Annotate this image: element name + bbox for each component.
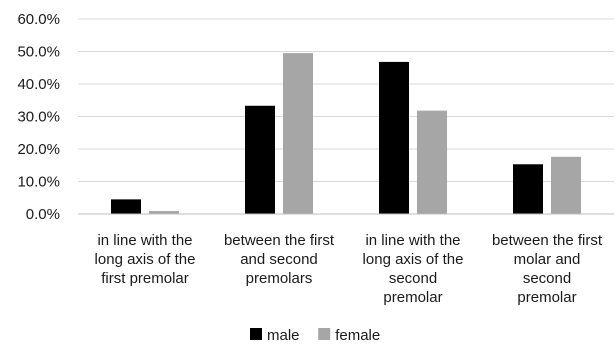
x-category-label: between the first and second premolars (224, 232, 335, 287)
x-axis-category-labels: in line with the long axis of the first pr… (95, 232, 603, 306)
y-tick-label: 0.0% (26, 206, 60, 223)
bar-male (379, 61, 409, 215)
legend: male female (250, 327, 380, 344)
x-category-label: in line with the long axis of the first pr… (95, 232, 196, 287)
y-tick-label: 50.0% (17, 44, 60, 61)
y-tick-label: 30.0% (17, 109, 60, 126)
bar-male (111, 199, 141, 214)
bar-female (149, 211, 179, 214)
y-tick-label: 60.0% (17, 11, 60, 28)
bar-female (417, 110, 447, 214)
legend-label-male: male (267, 327, 300, 344)
legend-swatch-male (250, 328, 262, 340)
gridlines (78, 18, 614, 182)
bars (111, 53, 581, 215)
y-axis-tick-labels: 0.0% 10.0% 20.0% 30.0% 40.0% 50.0% 60.0% (17, 11, 60, 223)
legend-swatch-female (318, 328, 331, 340)
bar-male (245, 105, 275, 214)
x-category-label: between the first molar and second premolar (492, 232, 603, 306)
bar-male (513, 164, 543, 214)
y-tick-label: 40.0% (17, 76, 60, 93)
y-tick-label: 20.0% (17, 141, 60, 158)
y-tick-label: 10.0% (17, 174, 60, 191)
bar-female (551, 156, 581, 214)
bar-female (283, 53, 313, 214)
x-category-label: in line with the long axis of the second pr… (363, 232, 464, 306)
legend-label-female: female (335, 327, 380, 344)
